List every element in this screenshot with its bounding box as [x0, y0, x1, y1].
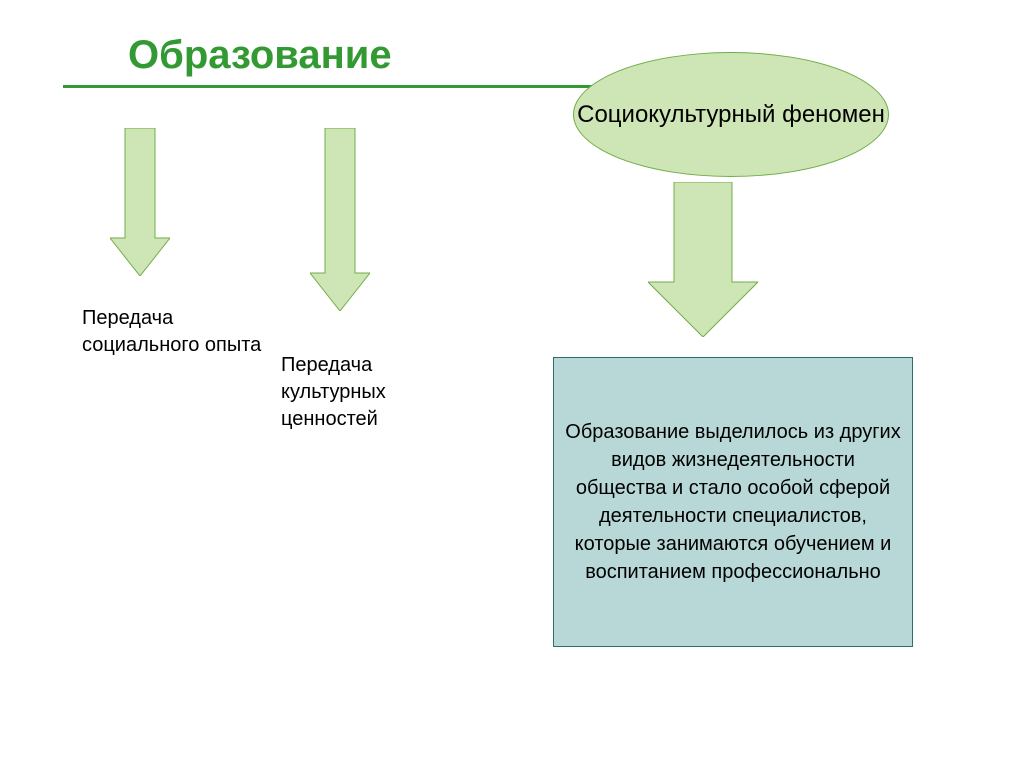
description-text: Образование выделилось из других видов ж… — [564, 418, 902, 586]
ellipse-text: Социокультурный феномен — [577, 100, 885, 130]
textblock-2: Передача культурных ценностей — [281, 352, 461, 433]
page-title: Образование — [128, 33, 392, 78]
title-text: Образование — [128, 33, 392, 77]
textblock-1-text: Передача социального опыта — [82, 307, 261, 356]
arrow-3 — [648, 182, 758, 337]
arrow-2 — [310, 128, 370, 311]
ellipse-node: Социокультурный феномен — [573, 52, 889, 177]
description-box: Образование выделилось из других видов ж… — [553, 357, 913, 647]
textblock-2-text: Передача культурных ценностей — [281, 354, 386, 430]
arrow-1 — [110, 128, 170, 276]
textblock-1: Передача социального опыта — [82, 305, 262, 359]
